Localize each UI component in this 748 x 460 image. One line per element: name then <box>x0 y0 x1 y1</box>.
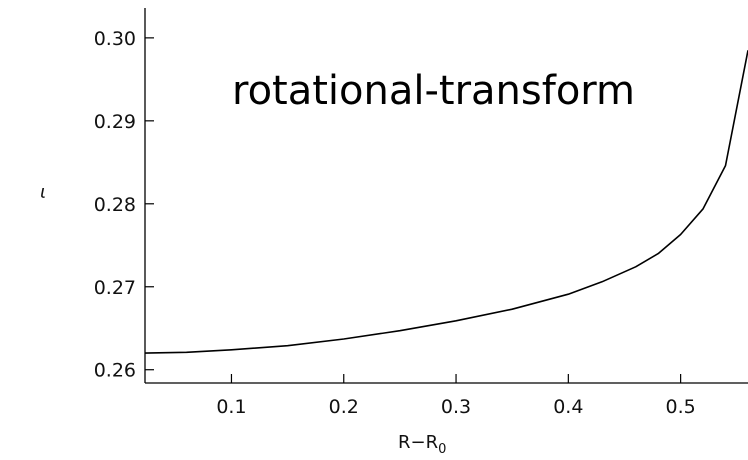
y-tick-label: 0.28 <box>94 194 136 216</box>
x-tick-label: 0.4 <box>553 396 583 418</box>
x-axis-label-main: R−R <box>398 432 438 453</box>
y-tick-label: 0.27 <box>94 277 136 299</box>
y-tick-label: 0.29 <box>94 111 136 133</box>
chart-annotation: rotational-transform <box>232 68 635 114</box>
x-tick-label: 0.5 <box>666 396 696 418</box>
series-layer <box>144 50 748 354</box>
y-tick-label: 0.30 <box>94 28 136 50</box>
x-tick-label: 0.1 <box>216 396 246 418</box>
y-axis-label: ι <box>40 182 46 203</box>
y-tick-label: 0.26 <box>94 360 136 382</box>
x-axis-label: R−R0 <box>398 432 446 457</box>
series-line-0 <box>144 50 748 354</box>
x-ticks: 0.1 0.2 0.3 0.4 0.5 <box>216 374 696 418</box>
x-tick-label: 0.2 <box>329 396 359 418</box>
y-ticks: 0.26 0.27 0.28 0.29 0.30 <box>94 28 154 382</box>
x-axis-label-subscript: 0 <box>438 442 446 457</box>
x-tick-label: 0.3 <box>441 396 471 418</box>
plot-axes <box>144 8 748 384</box>
